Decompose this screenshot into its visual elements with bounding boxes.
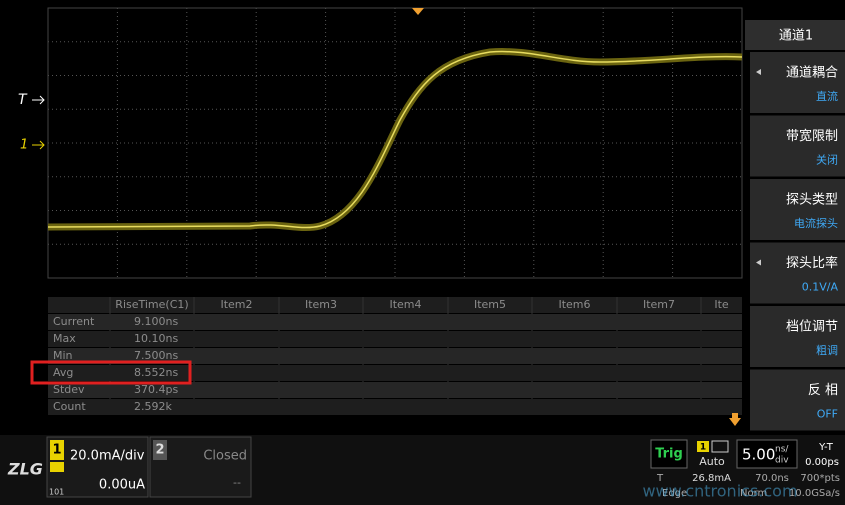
menu-item[interactable] <box>750 179 845 240</box>
menu-item-label: 通道耦合 <box>786 66 838 81</box>
channel-1-coupling <box>50 462 64 472</box>
menu-item-label: 反 相 <box>808 383 838 398</box>
timebase-offset: 0.00ps <box>805 457 839 468</box>
channel-1-offset: 0.00uA <box>99 478 145 493</box>
row-label: Min <box>53 349 73 362</box>
row-value: 10.10ns <box>134 332 178 345</box>
menu-item-label: 带宽限制 <box>786 128 838 144</box>
menu-item-value: 0.1V/A <box>802 281 839 294</box>
channel-2-badge <box>153 440 167 460</box>
table-row <box>48 331 742 347</box>
channel-marker: 1 <box>20 138 28 153</box>
trigger-position-marker <box>412 8 424 15</box>
column-header: Ite <box>714 298 729 311</box>
timebase-box[interactable] <box>736 439 798 469</box>
trigger-type: Edge <box>662 488 687 499</box>
row-value: 2.592k <box>134 400 172 413</box>
trigger-source: 1 <box>700 443 706 453</box>
table-header-bg <box>48 297 742 313</box>
menu-item[interactable] <box>750 115 845 177</box>
row-value: 9.100ns <box>134 315 178 328</box>
channel-2-offset: -- <box>233 476 241 489</box>
trigger-level: 26.8mA <box>692 473 731 484</box>
trigger-edge-icon <box>711 440 729 453</box>
table-row <box>48 365 742 381</box>
column-header: Item2 <box>220 298 252 311</box>
timebase-points: 700*pts <box>800 473 840 484</box>
channel-1-extra: 101 <box>49 488 64 497</box>
trigger-mode: Auto <box>699 455 725 468</box>
timebase-delay: 70.0ns <box>755 473 789 484</box>
timebase-rate: 10.0GSa/s <box>789 488 840 499</box>
column-header: Item4 <box>389 298 421 311</box>
row-label: Count <box>53 400 86 413</box>
trigger-sweep: Norm <box>740 488 767 499</box>
timebase-scale: 5.00 <box>742 446 775 464</box>
row-label: Avg <box>53 366 73 379</box>
menu-item-label: 探头类型 <box>786 193 838 208</box>
waveform <box>47 50 743 229</box>
timebase-mode: Y-T <box>818 442 834 453</box>
table-row <box>48 382 742 398</box>
menu-item-value: OFF <box>817 408 838 421</box>
column-header: RiseTime(C1) <box>115 298 188 311</box>
menu-item[interactable] <box>750 369 845 431</box>
trigger-source-badge <box>697 441 709 452</box>
menu-item-arrow <box>756 259 761 266</box>
plot-frame <box>47 7 743 279</box>
column-header: Item5 <box>474 298 506 311</box>
menu-item-value: 关闭 <box>816 153 838 167</box>
scroll-arrow <box>729 413 741 426</box>
menu-item[interactable] <box>750 306 845 367</box>
trigger-box[interactable] <box>650 439 688 469</box>
table-row <box>48 348 742 364</box>
channel-1-badge <box>50 440 64 460</box>
row-label: Current <box>53 315 95 328</box>
trigger-level-label: T <box>18 92 28 108</box>
menu-item-label: 档位调节 <box>786 320 838 335</box>
row-value: 8.552ns <box>134 366 178 379</box>
menu-item-value: 电流探头 <box>794 216 838 230</box>
channel-1-number: 1 <box>52 443 61 458</box>
logo: ZLG <box>7 460 43 479</box>
menu-item[interactable] <box>750 52 845 113</box>
menu-title-bg <box>745 20 845 50</box>
timebase-unit-top: ns/ <box>775 445 789 455</box>
measurement-table: RiseTime(C1) Item2 Item3 Item4 Item5 Item6 Ite… <box>48 297 742 415</box>
row-label: Max <box>53 332 76 345</box>
trigger-label: Trig <box>655 447 683 462</box>
menu-title: 通道1 <box>779 29 813 44</box>
table-row <box>48 399 742 415</box>
channel-arrow <box>32 140 45 150</box>
highlight-box <box>30 360 192 385</box>
channel-1-scale: 20.0mA/div <box>70 449 145 464</box>
menu-item-label: 探头比率 <box>786 255 838 271</box>
column-header: Item3 <box>305 298 337 311</box>
table-row <box>48 314 742 330</box>
channel-2-status: Closed <box>203 449 247 464</box>
menu-item[interactable] <box>750 242 845 304</box>
trigger-arrow <box>32 95 45 105</box>
row-label: Stdev <box>53 383 85 396</box>
column-header: Item7 <box>643 298 675 311</box>
watermark: www.cntronics.com <box>642 482 797 501</box>
menu-item-value: 直流 <box>816 89 838 103</box>
channel-2-number: 2 <box>155 443 164 458</box>
menu-item-arrow <box>756 69 761 75</box>
row-value: 370.4ps <box>134 383 178 396</box>
timebase-unit-bottom: div <box>775 456 789 466</box>
trigger-level-prefix: T <box>656 473 664 484</box>
column-header: Item6 <box>558 298 590 311</box>
menu-item-value: 粗调 <box>816 344 838 357</box>
row-value: 7.500ns <box>134 349 178 362</box>
